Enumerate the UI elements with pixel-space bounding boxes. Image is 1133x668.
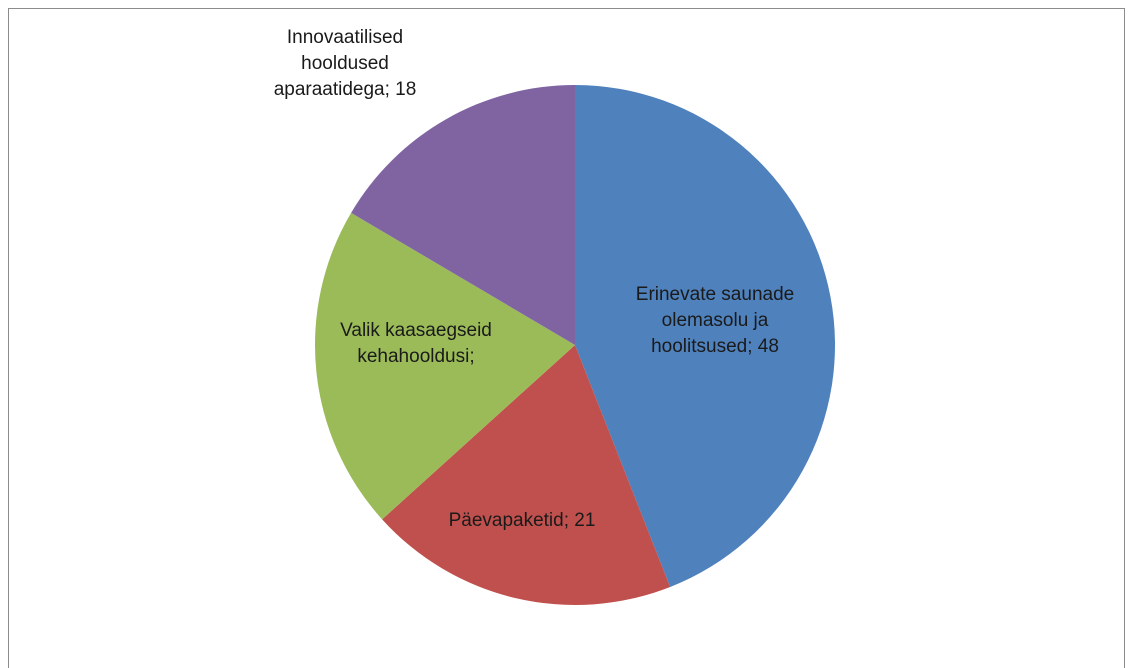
data-label: Valik kaasaegseid kehahooldusi; [340, 320, 492, 367]
pie-slice [575, 85, 835, 587]
pie-slice [351, 85, 575, 345]
data-label: Erinevate saunade olemasolu ja hoolitsused… [636, 284, 794, 357]
pie-slice [382, 345, 671, 605]
data-label: Päevapaketid; 21 [449, 510, 596, 531]
pie-slice [315, 212, 575, 520]
data-label: Innovaatilised hooldused aparaatidega; 18 [274, 27, 417, 100]
